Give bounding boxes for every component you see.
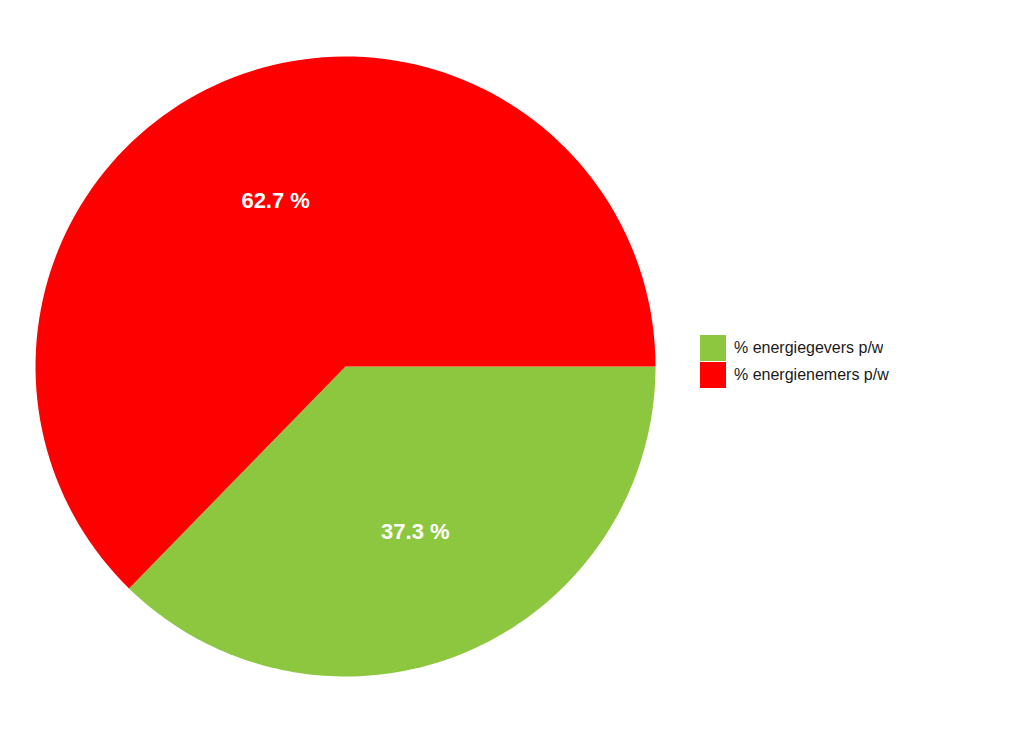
svg-text:37.3 %: 37.3 % bbox=[381, 519, 450, 544]
html-text:% energienemers p/w: % energienemers p/w bbox=[734, 365, 889, 383]
html-text:% energiegevers p/w: % energiegevers p/w bbox=[734, 338, 884, 356]
svg-text:62.7 %: 62.7 % bbox=[241, 187, 310, 212]
